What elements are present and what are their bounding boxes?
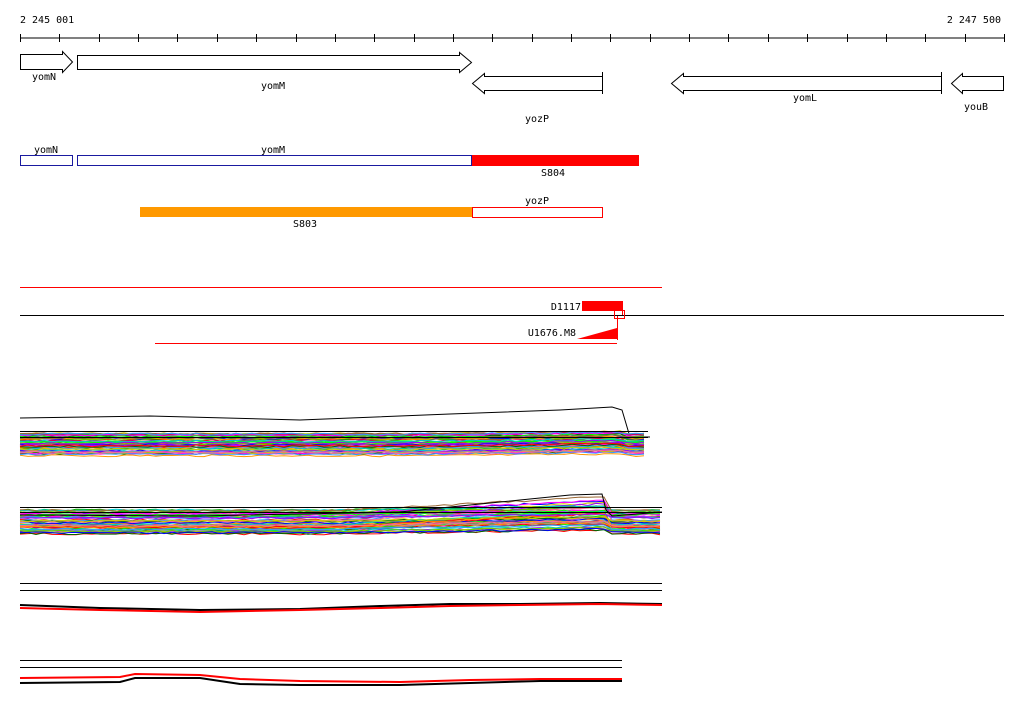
forward-transcript-track: yomN yomM S804 bbox=[20, 145, 639, 179]
transcript-label-yozp: yozP bbox=[525, 196, 549, 207]
ruler-start-label: 2 245 001 bbox=[20, 15, 74, 26]
expression-profile-line bbox=[19, 449, 645, 455]
expression-profile-line bbox=[19, 521, 661, 528]
segment-label-s803: S803 bbox=[293, 219, 317, 230]
expression-profile-line bbox=[19, 446, 645, 452]
breakpoint-box[interactable] bbox=[614, 310, 625, 319]
gene-arrow-youb[interactable] bbox=[950, 72, 1004, 95]
segment-label-s804: S804 bbox=[541, 168, 565, 179]
gene-label-yozp: yozP bbox=[525, 114, 549, 125]
segment-bar-s803[interactable] bbox=[140, 207, 472, 217]
forward-strand-profiles bbox=[19, 406, 650, 458]
expression-profile-line bbox=[19, 513, 661, 520]
shift-signal-track: D1117 U1676.M8 bbox=[20, 287, 1004, 344]
transcript-box-yomm[interactable] bbox=[77, 155, 472, 166]
expression-profile-line bbox=[19, 437, 645, 443]
expression-profile-line bbox=[19, 520, 661, 527]
transcript-box-yozp[interactable] bbox=[472, 207, 603, 218]
expression-profile-line bbox=[20, 496, 661, 513]
transcript-label-yomm: yomM bbox=[261, 145, 285, 156]
smoothed-profile-reverse bbox=[19, 672, 622, 684]
gene-label-yomm: yomM bbox=[261, 81, 285, 92]
gene-label-yomn: yomN bbox=[32, 72, 56, 83]
expression-profile-line bbox=[19, 431, 645, 436]
expression-profile-line bbox=[19, 438, 645, 443]
up-shift-marker[interactable] bbox=[577, 328, 617, 339]
reverse-strand-smoothed bbox=[19, 660, 622, 686]
gene-arrow-yozp[interactable] bbox=[471, 72, 603, 95]
forward-strand-smoothed bbox=[19, 583, 663, 614]
gene-annotation-track: yomN yomM yozP yomL youB bbox=[20, 50, 1004, 125]
coordinate-ruler: 2 245 001 2 247 500 bbox=[20, 15, 1005, 42]
segment-bar-s804[interactable] bbox=[472, 155, 639, 166]
transcript-label-yomn: yomN bbox=[34, 145, 58, 156]
ruler-end-label: 2 247 500 bbox=[947, 15, 1001, 26]
down-shift-marker[interactable] bbox=[582, 301, 622, 311]
expression-profile-max bbox=[19, 493, 663, 517]
expression-profile-line bbox=[19, 439, 645, 445]
smoothed-profile-forward bbox=[19, 677, 622, 686]
expression-profile-line bbox=[19, 434, 645, 440]
smoothed-profile-reverse bbox=[19, 602, 663, 614]
reverse-strand-profiles bbox=[19, 493, 663, 536]
expression-profile-line bbox=[19, 515, 661, 523]
gene-arrow-yomm[interactable] bbox=[77, 51, 473, 74]
expression-profile-line bbox=[19, 442, 645, 448]
reverse-transcript-track: S803 yozP bbox=[140, 196, 603, 230]
gene-label-youb: youB bbox=[964, 102, 988, 113]
ruler-ticks bbox=[20, 34, 1005, 42]
expression-profile-line bbox=[19, 452, 645, 458]
down-shift-label: D1117 bbox=[551, 302, 581, 313]
transcript-box-yomn[interactable] bbox=[20, 155, 73, 166]
expression-profile-line bbox=[19, 526, 661, 533]
gene-arrow-yoml[interactable] bbox=[670, 72, 942, 95]
gene-arrow-yomn[interactable] bbox=[20, 50, 74, 74]
expression-profile-line bbox=[20, 527, 661, 535]
gene-label-yoml: yomL bbox=[793, 93, 817, 104]
expression-profile-max bbox=[19, 406, 650, 438]
expression-profile-line bbox=[19, 524, 661, 531]
up-shift-label: U1676.M8 bbox=[528, 328, 576, 339]
